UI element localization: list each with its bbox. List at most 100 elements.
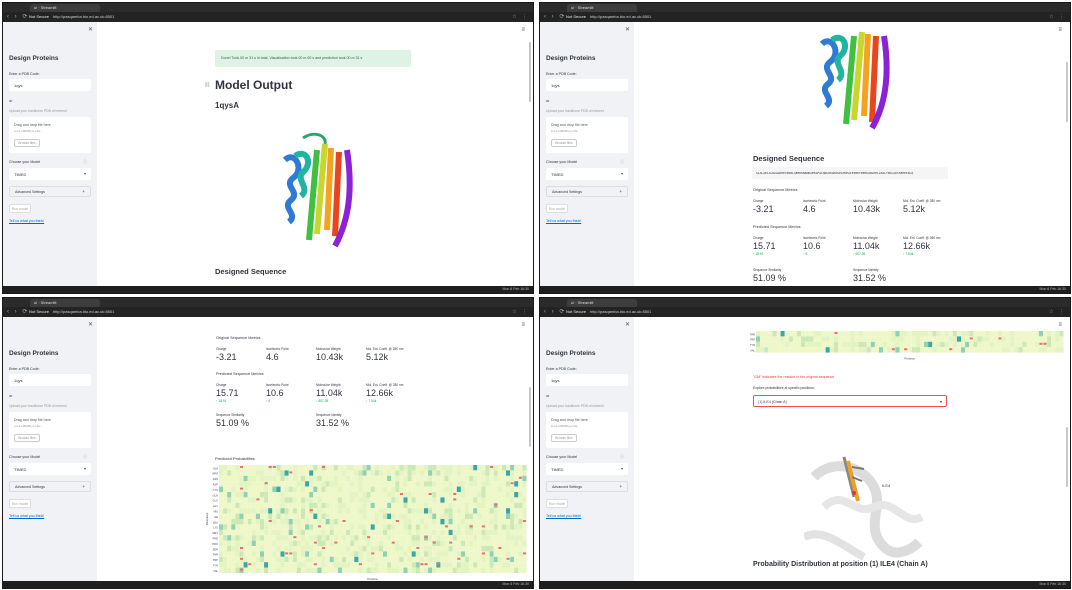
heatmap-cell[interactable] [485,540,490,546]
heatmap-cell[interactable] [813,347,818,353]
heatmap-cell[interactable] [448,497,453,503]
heatmap-cell[interactable] [370,465,375,471]
heatmap-cell[interactable] [764,336,769,342]
heatmap-cell[interactable] [489,546,494,552]
heatmap-cell[interactable] [239,508,244,514]
heatmap-cell[interactable] [1051,347,1056,353]
heatmap-cell[interactable] [514,556,519,563]
heatmap-cell[interactable] [903,336,908,342]
heatmap-cell[interactable] [448,546,453,552]
heatmap-cell[interactable] [448,551,453,557]
heatmap-cell[interactable] [932,331,937,337]
heatmap-cell[interactable] [456,470,461,476]
heatmap-cell[interactable] [469,470,474,476]
heatmap-cell[interactable] [387,475,392,482]
heatmap-cell[interactable] [522,481,527,487]
heatmap-cell[interactable] [501,535,506,541]
heatmap-cell[interactable] [452,470,457,476]
heatmap-cell[interactable] [251,524,256,530]
heatmap-cell[interactable] [260,502,265,509]
heatmap-cell[interactable] [436,519,441,525]
heatmap-cell[interactable] [510,540,515,546]
heatmap-cell[interactable] [411,529,416,536]
heatmap-cell[interactable] [325,497,330,503]
heatmap-cell[interactable] [395,529,400,536]
heatmap-cell[interactable] [329,470,334,476]
heatmap-cell[interactable] [829,331,834,337]
heatmap-cell[interactable] [268,524,273,530]
heatmap-cell[interactable] [264,556,269,563]
heatmap-cell[interactable] [235,508,240,514]
heatmap-cell[interactable] [403,486,408,492]
heatmap-cell[interactable] [255,470,260,476]
heatmap-cell[interactable] [456,562,461,568]
heatmap-cell[interactable] [301,470,306,476]
heatmap-cell[interactable] [399,556,404,563]
heatmap-cell[interactable] [469,486,474,492]
heatmap-cell[interactable] [838,336,843,342]
heatmap-cell[interactable] [510,567,515,573]
heatmap-cell[interactable] [366,529,371,536]
heatmap-cell[interactable] [264,497,269,503]
heatmap-cell[interactable] [325,513,330,519]
heatmap-cell[interactable] [251,529,256,536]
heatmap-cell[interactable] [428,481,433,487]
heatmap-cell[interactable] [485,562,490,568]
heatmap-cell[interactable] [1059,341,1064,348]
heatmap-cell[interactable] [1034,336,1039,342]
heatmap-cell[interactable] [817,347,822,353]
heatmap-cell[interactable] [268,546,273,552]
heatmap-cell[interactable] [219,540,224,546]
heatmap-cell[interactable] [997,331,1002,337]
heatmap-cell[interactable] [460,470,465,476]
heatmap-cell[interactable] [358,524,363,530]
heatmap-cell[interactable] [944,347,949,353]
heatmap-cell[interactable] [481,540,486,546]
heatmap-cell[interactable] [288,540,293,546]
heatmap-cell[interactable] [989,331,994,337]
heatmap-cell[interactable] [387,508,392,514]
heatmap-cell[interactable] [239,475,244,482]
heatmap-cell[interactable] [448,519,453,525]
heatmap-cell[interactable] [247,535,252,541]
heatmap-cell[interactable] [485,481,490,487]
heatmap-cell[interactable] [768,341,773,348]
heatmap-cell[interactable] [522,540,527,546]
heatmap-cell[interactable] [399,524,404,530]
heatmap-cell[interactable] [317,497,322,503]
heatmap-cell[interactable] [383,551,388,557]
heatmap-cell[interactable] [514,492,519,498]
heatmap-cell[interactable] [255,508,260,514]
heatmap-cell[interactable] [407,470,412,476]
heatmap-cell[interactable] [260,556,265,563]
designed-sequence-code[interactable]: SLALAELALKAAGKEEVIRRLQEEKKNKNKAEKGFAIQRL… [752,167,948,179]
heatmap-cell[interactable] [460,567,465,573]
heatmap-cell[interactable] [432,470,437,476]
heatmap-cell[interactable] [411,540,416,546]
heatmap-cell[interactable] [444,562,449,568]
heatmap-cell[interactable] [325,481,330,487]
heatmap-cell[interactable] [522,470,527,476]
heatmap-cell[interactable] [440,497,445,503]
heatmap-cell[interactable] [255,540,260,546]
heatmap-cell[interactable] [309,562,314,568]
heatmap-cell[interactable] [391,475,396,482]
heatmap-cell[interactable] [403,556,408,563]
heatmap-cell[interactable] [911,341,916,348]
heatmap-cell[interactable] [780,341,785,348]
heatmap-cell[interactable] [223,481,228,487]
heatmap-cell[interactable] [415,465,420,471]
heatmap-cell[interactable] [473,551,478,557]
heatmap-cell[interactable] [227,524,232,530]
heatmap-cell[interactable] [452,524,457,530]
heatmap-cell[interactable] [506,508,511,514]
heatmap-cell[interactable] [965,347,970,353]
heatmap-cell[interactable] [378,465,383,471]
heatmap-cell[interactable] [251,502,256,509]
heatmap-cell[interactable] [301,497,306,503]
heatmap-cell[interactable] [460,546,465,552]
heatmap-cell[interactable] [821,341,826,348]
heatmap-cell[interactable] [407,567,412,573]
heatmap-cell[interactable] [497,529,502,536]
heatmap-cell[interactable] [284,486,289,492]
